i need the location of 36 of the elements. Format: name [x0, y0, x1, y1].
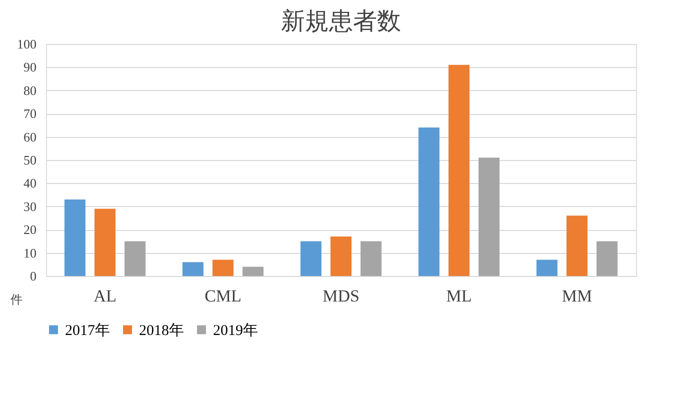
legend-label: 2017年 — [65, 322, 110, 339]
y-tick-label: 100 — [17, 36, 36, 52]
y-tick-label: 90 — [24, 60, 36, 75]
bar — [536, 260, 558, 276]
y-axis-title: 件 — [10, 292, 22, 306]
bar — [64, 199, 86, 276]
bar — [478, 158, 500, 276]
y-tick-label: 0 — [30, 268, 36, 284]
y-tick-label: 40 — [24, 176, 36, 191]
bar — [182, 262, 204, 276]
bar — [94, 208, 116, 276]
bar — [242, 266, 264, 276]
x-tick-label: MM — [562, 286, 592, 306]
x-tick-label: ML — [446, 286, 472, 306]
x-tick-label: CML — [204, 286, 242, 306]
bar — [360, 241, 382, 276]
bar — [418, 128, 440, 276]
y-tick-label: 60 — [24, 129, 36, 144]
y-tick-label: 30 — [24, 198, 36, 214]
bar — [300, 241, 322, 276]
bar — [212, 260, 234, 276]
bar — [566, 216, 588, 276]
y-tick-label: 50 — [24, 152, 36, 168]
bar — [124, 241, 146, 276]
y-tick-label: 70 — [24, 106, 36, 122]
bar — [596, 241, 618, 276]
x-tick-label: MDS — [322, 286, 360, 306]
bar — [448, 64, 470, 276]
x-tick-label: AL — [94, 286, 116, 306]
legend-label: 2018年 — [139, 322, 184, 339]
y-tick-label: 80 — [24, 82, 36, 98]
legend-label: 2019年 — [213, 322, 258, 339]
y-tick-label: 10 — [24, 245, 36, 260]
y-tick-label: 20 — [24, 222, 36, 238]
chart-title: 新規患者数 — [281, 8, 401, 35]
bar — [330, 236, 352, 276]
